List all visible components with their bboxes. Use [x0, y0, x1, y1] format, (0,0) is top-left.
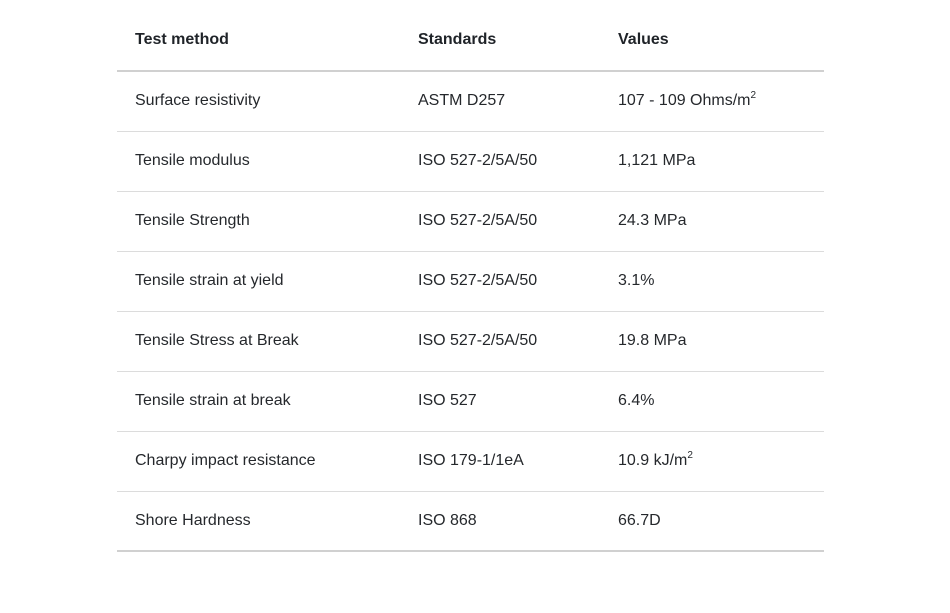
header-values: Values	[600, 10, 824, 72]
table-row: Tensile strain at yield ISO 527-2/5A/50 …	[117, 251, 824, 312]
cell-test-method: Tensile strain at break	[117, 371, 400, 432]
cell-standard: ISO 527-2/5A/50	[400, 251, 600, 312]
table-row: Tensile strain at break ISO 527 6.4%	[117, 371, 824, 432]
table-row: Shore Hardness ISO 868 66.7D	[117, 491, 824, 552]
table-row: Tensile Stress at Break ISO 527-2/5A/50 …	[117, 311, 824, 372]
cell-standard: ISO 527	[400, 371, 600, 432]
cell-value: 3.1%	[600, 251, 824, 312]
cell-value: 19.8 MPa	[600, 311, 824, 372]
cell-test-method: Shore Hardness	[117, 491, 400, 552]
cell-test-method: Tensile modulus	[117, 131, 400, 192]
cell-standard: ISO 179-1/1eA	[400, 431, 600, 492]
value-superscript: 2	[687, 449, 693, 461]
header-row: Test method Standards Values	[117, 10, 824, 72]
table-header: Test method Standards Values	[117, 10, 824, 72]
cell-test-method: Tensile Stress at Break	[117, 311, 400, 372]
value-text: 6.4%	[618, 392, 655, 409]
cell-value: 66.7D	[600, 491, 824, 552]
cell-test-method: Charpy impact resistance	[117, 431, 400, 492]
cell-test-method: Tensile Strength	[117, 191, 400, 252]
value-text: 24.3 MPa	[618, 212, 687, 229]
properties-table-container: Test method Standards Values Surface res…	[117, 10, 824, 552]
cell-standard: ISO 868	[400, 491, 600, 552]
cell-standard: ISO 527-2/5A/50	[400, 191, 600, 252]
cell-value: 6.4%	[600, 371, 824, 432]
table-body: Surface resistivity ASTM D257 107 - 109 …	[117, 71, 824, 552]
value-text: 3.1%	[618, 272, 655, 289]
value-text: 1,121 MPa	[618, 152, 696, 169]
cell-value: 1,121 MPa	[600, 131, 824, 192]
cell-value: 24.3 MPa	[600, 191, 824, 252]
header-test-method: Test method	[117, 10, 400, 72]
cell-value: 107 - 109 Ohms/m2	[600, 71, 824, 132]
header-standards: Standards	[400, 10, 600, 72]
cell-standard: ISO 527-2/5A/50	[400, 311, 600, 372]
properties-table: Test method Standards Values Surface res…	[117, 10, 824, 552]
value-text: 19.8 MPa	[618, 332, 687, 349]
value-text: 107 - 109 Ohms/m	[618, 92, 751, 110]
value-text: 10.9 kJ/m	[618, 452, 688, 469]
cell-value: 10.9 kJ/m2	[600, 431, 824, 492]
cell-standard: ISO 527-2/5A/50	[400, 131, 600, 192]
cell-test-method: Surface resistivity	[117, 71, 400, 132]
table-row: Charpy impact resistance ISO 179-1/1eA 1…	[117, 431, 824, 492]
cell-test-method: Tensile strain at yield	[117, 251, 400, 312]
cell-standard: ASTM D257	[400, 71, 600, 132]
value-text: 66.7D	[618, 511, 661, 529]
table-row: Tensile Strength ISO 527-2/5A/50 24.3 MP…	[117, 191, 824, 252]
value-superscript: 2	[750, 89, 757, 101]
table-row: Surface resistivity ASTM D257 107 - 109 …	[117, 71, 824, 132]
table-row: Tensile modulus ISO 527-2/5A/50 1,121 MP…	[117, 131, 824, 192]
